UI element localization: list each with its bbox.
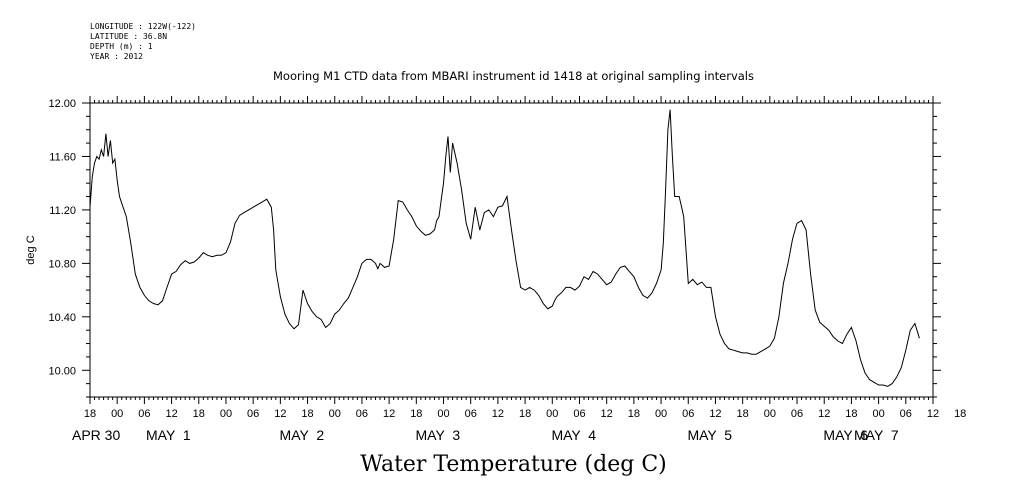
y-tick-label: 11.20	[49, 205, 76, 217]
x-tick-label: 00	[655, 408, 667, 420]
x-tick-label: 12	[927, 408, 939, 420]
x-tick-label: 06	[247, 408, 259, 420]
x-tick-label: 00	[329, 408, 341, 420]
x-tick-label: 18	[519, 408, 531, 420]
day-label: MAY 5	[687, 427, 732, 443]
x-tick-label: 00	[764, 408, 776, 420]
day-label: MAY 2	[280, 427, 325, 443]
series-group	[89, 109, 920, 387]
day-label: MAY 4	[551, 427, 596, 443]
x-tick-label: 00	[872, 408, 884, 420]
x-tick-label: 00	[111, 408, 123, 420]
day-label: MAY 1	[146, 427, 191, 443]
x-tick-label: 06	[356, 408, 368, 420]
x-tick-label: 12	[818, 408, 830, 420]
x-tick-label: 06	[682, 408, 694, 420]
latitude-label: LATITUDE : 36.8N	[90, 32, 168, 41]
temperature-line	[89, 109, 920, 387]
x-tick-label: 18	[954, 408, 966, 420]
x-tick-label: 06	[573, 408, 585, 420]
x-tick-label: 18	[84, 408, 96, 420]
y-tick-label: 10.40	[48, 312, 76, 324]
y-tick-label: 10.00	[48, 365, 76, 377]
x-tick-label: 12	[601, 408, 613, 420]
day-label: MAY 7	[854, 427, 899, 443]
y-tick-label: 12.00	[48, 98, 76, 110]
x-tick-label: 00	[220, 408, 232, 420]
y-tick-labels: 10.00 10.40 10.80 11.20 11.60 12.00	[48, 98, 76, 377]
day-label: MAY 6	[823, 427, 868, 443]
x-axis-title: Water Temperature (deg C)	[360, 452, 667, 477]
x-tick-label: 06	[465, 408, 477, 420]
metadata-header: LONGITUDE : 122W(-122) LATITUDE : 36.8N …	[90, 22, 196, 62]
x-tick-label: 06	[791, 408, 803, 420]
x-tick-label: 18	[628, 408, 640, 420]
day-label: MAY 3	[416, 427, 461, 443]
longitude-label: LONGITUDE : 122W(-122)	[90, 22, 196, 31]
x-tick-label: 18	[301, 408, 313, 420]
x-tick-label: 18	[737, 408, 749, 420]
x-tick-label: 00	[437, 408, 449, 420]
x-tick-label: 12	[165, 408, 177, 420]
y-axis-label: deg C	[25, 235, 37, 264]
chart-title: Mooring M1 CTD data from MBARI instrumen…	[273, 69, 754, 83]
x-tick-label: 18	[193, 408, 205, 420]
x-tick-label: 12	[709, 408, 721, 420]
x-tick-label: 12	[383, 408, 395, 420]
x-tick-label: 00	[546, 408, 558, 420]
y-tick-label: 10.80	[48, 258, 76, 270]
x-tick-label: 12	[274, 408, 286, 420]
x-tick-label: 18	[410, 408, 422, 420]
x-tick-labels: 18 00 06 12 18 00 06 12 18 00 06 12 18 00 06 12 18 00 06 12…	[84, 408, 966, 420]
x-tick-label: 12	[492, 408, 504, 420]
year-label: YEAR : 2012	[90, 52, 143, 61]
axis-ticks	[82, 96, 941, 404]
plot-frame	[89, 102, 934, 398]
x-tick-label: 06	[138, 408, 150, 420]
day-label: APR 30	[72, 427, 120, 443]
day-labels: APR 30 MAY 1 MAY 2 MAY 3 MAY 4 MAY 5 MAY 6MAY …	[72, 427, 899, 443]
x-tick-label: 18	[845, 408, 857, 420]
x-tick-label: 06	[900, 408, 912, 420]
depth-label: DEPTH (m) : 1	[90, 42, 153, 51]
y-tick-label: 11.60	[49, 151, 76, 163]
